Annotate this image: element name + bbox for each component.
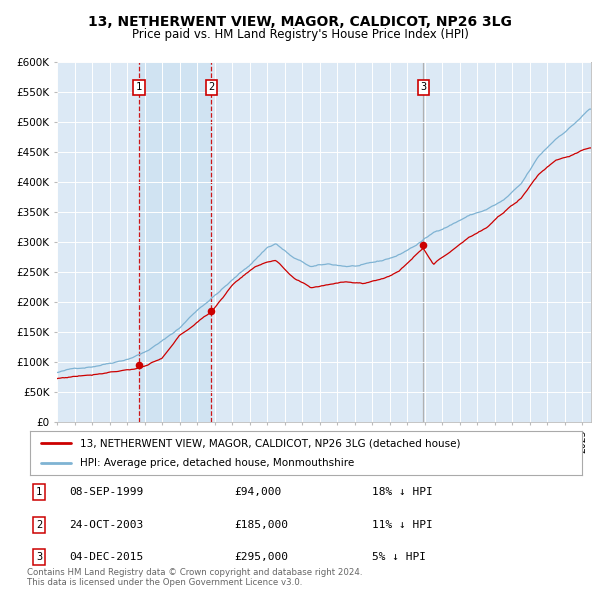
Text: 3: 3 xyxy=(420,82,427,92)
Text: 18% ↓ HPI: 18% ↓ HPI xyxy=(372,487,433,497)
Text: 11% ↓ HPI: 11% ↓ HPI xyxy=(372,520,433,530)
Point xyxy=(134,360,144,370)
Text: £94,000: £94,000 xyxy=(234,487,281,497)
Text: 08-SEP-1999: 08-SEP-1999 xyxy=(69,487,143,497)
Text: £185,000: £185,000 xyxy=(234,520,288,530)
Text: 1: 1 xyxy=(36,487,42,497)
Text: £295,000: £295,000 xyxy=(234,552,288,562)
Text: Contains HM Land Registry data © Crown copyright and database right 2024.: Contains HM Land Registry data © Crown c… xyxy=(27,568,362,576)
Text: This data is licensed under the Open Government Licence v3.0.: This data is licensed under the Open Gov… xyxy=(27,578,302,587)
Text: HPI: Average price, detached house, Monmouthshire: HPI: Average price, detached house, Monm… xyxy=(80,458,354,467)
Text: 13, NETHERWENT VIEW, MAGOR, CALDICOT, NP26 3LG: 13, NETHERWENT VIEW, MAGOR, CALDICOT, NP… xyxy=(88,15,512,29)
Bar xyxy=(139,62,211,422)
Text: 13, NETHERWENT VIEW, MAGOR, CALDICOT, NP26 3LG (detached house): 13, NETHERWENT VIEW, MAGOR, CALDICOT, NP… xyxy=(80,438,460,448)
Text: 2: 2 xyxy=(208,82,215,92)
Text: 04-DEC-2015: 04-DEC-2015 xyxy=(69,552,143,562)
Text: 1: 1 xyxy=(136,82,142,92)
Point xyxy=(206,306,216,316)
Text: 24-OCT-2003: 24-OCT-2003 xyxy=(69,520,143,530)
Text: 5% ↓ HPI: 5% ↓ HPI xyxy=(372,552,426,562)
Text: 3: 3 xyxy=(36,552,42,562)
Text: 2: 2 xyxy=(36,520,42,530)
Text: Price paid vs. HM Land Registry's House Price Index (HPI): Price paid vs. HM Land Registry's House … xyxy=(131,28,469,41)
Point xyxy=(418,240,428,250)
